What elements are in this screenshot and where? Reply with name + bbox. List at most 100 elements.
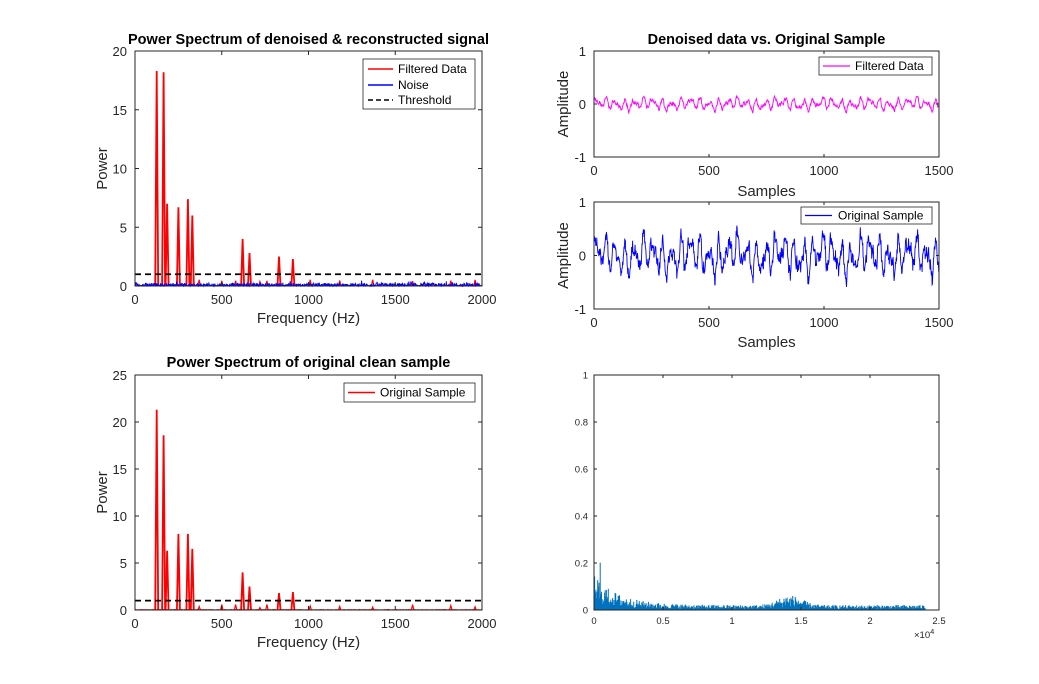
minor-spike bbox=[265, 604, 269, 611]
plot-data-layer bbox=[593, 94, 940, 115]
x-tick-label: 0 bbox=[591, 616, 596, 627]
x-axis-label: Frequency (Hz) bbox=[257, 310, 360, 327]
power-spectrum-original-plot: Power Spectrum of original clean sample … bbox=[94, 355, 496, 651]
spectrum-peak bbox=[176, 533, 181, 611]
x-tick-label: 1000 bbox=[810, 163, 839, 178]
x-tick-label: 1000 bbox=[294, 616, 323, 631]
minor-spike bbox=[449, 603, 453, 611]
x-exponent-base: ×10 bbox=[914, 630, 930, 641]
x-tick-label: 0 bbox=[131, 616, 138, 631]
y-tick-label: -1 bbox=[574, 150, 586, 165]
y-axis-label: Power bbox=[94, 147, 111, 190]
x-tick-label: 2 bbox=[867, 616, 872, 627]
power-spectrum-denoised-plot: Power Spectrum of denoised & reconstruct… bbox=[94, 32, 496, 327]
x-tick-label: 1000 bbox=[810, 315, 839, 330]
y-tick-label: 10 bbox=[113, 509, 127, 524]
spectrum-peak bbox=[164, 203, 170, 287]
y-tick-label: 5 bbox=[120, 556, 127, 571]
legend-box bbox=[343, 382, 476, 403]
y-tick-label: 0.4 bbox=[575, 512, 588, 523]
y-tick-label: 1 bbox=[579, 195, 586, 210]
spectrum-peak bbox=[185, 533, 191, 611]
minor-spike bbox=[473, 279, 477, 287]
plot-area bbox=[593, 374, 940, 611]
spectrum-peak bbox=[176, 207, 181, 287]
x-tick-label: 500 bbox=[698, 315, 720, 330]
plot-title: Power Spectrum of original clean sample bbox=[167, 355, 451, 371]
x-axis-label: Frequency (Hz) bbox=[257, 634, 360, 651]
spectrum-peak bbox=[276, 593, 282, 611]
y-tick-label: 1 bbox=[579, 44, 586, 59]
waveform-line bbox=[593, 94, 940, 115]
legend-box bbox=[800, 206, 933, 225]
y-tick-label: 0 bbox=[579, 249, 586, 264]
x-tick-label: 1 bbox=[729, 616, 734, 627]
y-axis-label: Amplitude bbox=[555, 222, 572, 289]
legend: Original Sample bbox=[800, 206, 933, 225]
axis-ticks: 0 500 1000 1500 2000 0 5 10 15 20 bbox=[113, 44, 497, 307]
y-tick-label: -1 bbox=[574, 302, 586, 317]
spectrum-peak bbox=[240, 238, 245, 287]
x-tick-label: 0.5 bbox=[656, 616, 669, 627]
x-tick-label: 1500 bbox=[925, 163, 954, 178]
y-tick-label: 0.6 bbox=[575, 465, 588, 476]
y-tick-label: 5 bbox=[120, 220, 127, 235]
legend-label: Original Sample bbox=[380, 386, 466, 400]
axis-ticks: 0 500 1000 1500 -1 0 1 bbox=[574, 195, 953, 330]
y-axis-label: Power bbox=[94, 471, 111, 514]
y-tick-label: 20 bbox=[113, 415, 127, 430]
spectrum-peak bbox=[189, 548, 195, 611]
spectrum-peak bbox=[276, 256, 282, 287]
spectrum-peak bbox=[247, 586, 252, 611]
y-tick-label: 10 bbox=[113, 162, 127, 177]
x-tick-label: 1000 bbox=[294, 292, 323, 307]
legend-box bbox=[818, 56, 933, 76]
spectrum-peak bbox=[164, 550, 170, 611]
y-tick-label: 1 bbox=[583, 371, 588, 382]
spectrum-peak bbox=[290, 258, 296, 287]
x-axis-label: Samples bbox=[737, 334, 795, 351]
y-tick-label: 0 bbox=[579, 97, 586, 112]
legend-label-noise: Noise bbox=[398, 78, 429, 92]
x-tick-label: 1500 bbox=[925, 315, 954, 330]
axis-ticks: 0 0.5 1 1.5 2 2.5 0 0.2 0.4 0.6 0.8 1 bbox=[575, 371, 946, 628]
original-sample-plot: 0 500 1000 1500 -1 0 1 Samples Amplitude Origi… bbox=[555, 195, 953, 351]
spectrum-peak bbox=[185, 199, 191, 287]
x-tick-label: 1500 bbox=[381, 292, 410, 307]
x-tick-label: 0 bbox=[590, 315, 597, 330]
y-tick-label: 25 bbox=[113, 368, 127, 383]
x-tick-label: 500 bbox=[211, 616, 233, 631]
minor-spike bbox=[337, 604, 342, 611]
x-tick-label: 1.5 bbox=[794, 616, 807, 627]
minor-spike bbox=[308, 604, 312, 611]
y-tick-label: 0.2 bbox=[575, 559, 588, 570]
spectrum-peak bbox=[161, 435, 166, 611]
x-exponent-label: ×104 bbox=[914, 627, 934, 641]
x-tick-label: 2000 bbox=[468, 292, 497, 307]
y-tick-label: 20 bbox=[113, 44, 127, 59]
legend: Filtered Data bbox=[818, 56, 933, 76]
legend: Original Sample bbox=[343, 382, 476, 403]
spectrum-peak bbox=[290, 592, 296, 611]
spectrum-peak bbox=[189, 215, 195, 287]
frequency-spectrum-plot: 0 0.5 1 1.5 2 2.5 0 0.2 0.4 0.6 0.8 1 ×104 bbox=[575, 371, 946, 642]
plot-data-layer bbox=[593, 225, 940, 288]
minor-spike bbox=[473, 605, 477, 611]
x-axis-label: Samples bbox=[737, 183, 795, 200]
y-tick-label: 15 bbox=[113, 103, 127, 118]
y-tick-label: 0.8 bbox=[575, 418, 588, 429]
x-tick-label: 0 bbox=[131, 292, 138, 307]
minor-spike bbox=[197, 604, 201, 611]
x-exponent-power: 4 bbox=[930, 627, 934, 636]
minor-spike bbox=[233, 604, 238, 611]
axis-ticks: 0 500 1000 1500 2000 0 5 10 15 20 25 bbox=[113, 368, 497, 631]
minor-spike bbox=[258, 606, 262, 611]
legend-label: Original Sample bbox=[838, 209, 924, 223]
x-tick-label: 500 bbox=[211, 292, 233, 307]
spectrum-peak bbox=[154, 409, 160, 611]
spectrum-peak bbox=[161, 72, 166, 287]
y-tick-label: 0 bbox=[120, 603, 127, 618]
denoised-vs-original-plot: Denoised data vs. Original Sample 0 500 10… bbox=[555, 32, 953, 200]
x-tick-label: 500 bbox=[698, 163, 720, 178]
